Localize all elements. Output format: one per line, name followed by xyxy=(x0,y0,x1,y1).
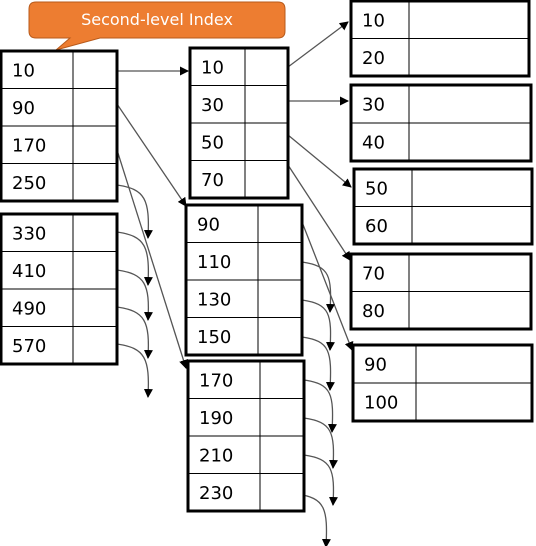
key-value: 40 xyxy=(362,133,385,154)
pointer-arrow xyxy=(302,300,331,350)
key-value: 150 xyxy=(197,327,231,348)
key-value: 130 xyxy=(197,289,231,310)
key-value: 170 xyxy=(199,370,233,391)
pointer-arrow xyxy=(302,222,352,350)
key-value: 10 xyxy=(201,57,224,78)
pointer-arrow xyxy=(288,22,348,67)
key-value: 330 xyxy=(12,223,46,244)
key-value: 210 xyxy=(199,445,233,466)
data-block-2: 30 40 xyxy=(351,85,531,161)
pointer-arrow xyxy=(117,104,186,206)
pointer-arrow xyxy=(117,185,148,238)
data-block-1: 10 20 xyxy=(351,1,529,76)
index-block-1: 10 30 50 70 xyxy=(190,48,288,198)
pointer-arrow xyxy=(117,270,148,320)
key-value: 50 xyxy=(201,132,224,153)
pointer-arrow xyxy=(304,455,333,505)
key-value: 70 xyxy=(201,170,224,191)
key-value: 190 xyxy=(199,408,233,429)
callout-label: Second-level Index xyxy=(81,10,233,29)
key-value: 100 xyxy=(364,393,398,414)
key-value: 30 xyxy=(201,95,224,116)
pointer-arrow xyxy=(302,262,331,312)
pointer-arrow xyxy=(117,232,148,285)
key-value: 90 xyxy=(12,98,35,119)
key-value: 50 xyxy=(365,178,388,199)
index-block-2: 90 110 130 150 xyxy=(186,205,302,355)
pointer-arrow xyxy=(117,307,148,358)
data-block-3: 50 60 xyxy=(354,169,532,244)
pointer-arrow xyxy=(304,380,333,432)
pointer-arrow xyxy=(117,344,148,397)
data-block-4: 70 80 xyxy=(351,254,531,329)
key-value: 410 xyxy=(12,261,46,282)
key-value: 230 xyxy=(199,483,233,504)
key-value: 110 xyxy=(197,252,231,273)
key-value: 170 xyxy=(12,135,46,156)
key-value: 250 xyxy=(12,173,46,194)
pointer-arrow xyxy=(117,150,186,368)
index-block-3: 170 190 210 230 xyxy=(188,361,304,511)
key-value: 490 xyxy=(12,298,46,319)
key-value: 90 xyxy=(364,355,387,376)
key-value: 20 xyxy=(362,48,385,69)
second-level-index-callout: Second-level Index xyxy=(29,2,285,50)
key-value: 10 xyxy=(362,10,385,31)
top-index-block-2: 330 410 490 570 xyxy=(1,214,117,364)
pointer-arrow xyxy=(304,418,333,468)
key-value: 70 xyxy=(362,263,385,284)
index-blocks: 10 90 170 250 330 410 490 570 10 30 50 70 90 110 130 15… xyxy=(1,1,532,511)
key-value: 10 xyxy=(12,60,35,81)
key-value: 570 xyxy=(12,336,46,357)
key-value: 90 xyxy=(197,214,220,235)
top-index-block-1: 10 90 170 250 xyxy=(1,51,117,201)
key-value: 30 xyxy=(362,95,385,116)
data-block-5: 90 100 xyxy=(353,345,532,421)
key-value: 60 xyxy=(365,216,388,237)
key-value: 80 xyxy=(362,301,385,322)
